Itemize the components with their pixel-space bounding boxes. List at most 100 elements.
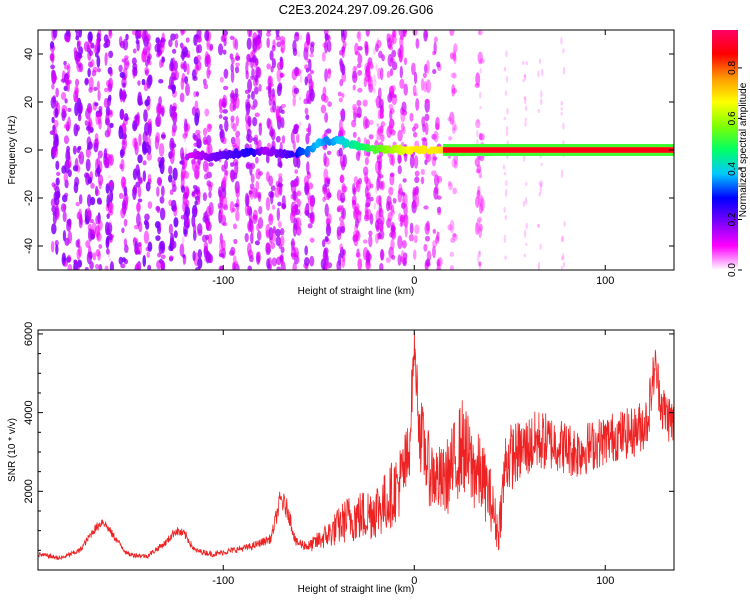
noise-blob bbox=[75, 35, 80, 41]
noise-blob bbox=[123, 218, 128, 227]
noise-blob bbox=[197, 44, 203, 54]
noise-blob bbox=[103, 42, 109, 49]
noise-blob bbox=[222, 176, 226, 188]
noise-blob bbox=[307, 223, 313, 229]
noise-blob bbox=[168, 255, 174, 260]
noise-blob bbox=[324, 112, 329, 123]
noise-blob bbox=[120, 110, 125, 120]
noise-blob bbox=[196, 133, 201, 146]
noise-band bbox=[72, 30, 85, 270]
noise-blob bbox=[232, 262, 236, 270]
noise-blob bbox=[475, 119, 481, 129]
noise-blob bbox=[160, 259, 166, 270]
noise-blob bbox=[95, 248, 101, 257]
noise-blob bbox=[277, 220, 282, 229]
noise-blob bbox=[379, 113, 385, 119]
noise-blob bbox=[235, 62, 240, 67]
faint-blob bbox=[182, 196, 186, 205]
noise-blob bbox=[377, 125, 384, 137]
faint-blob bbox=[297, 227, 301, 236]
noise-blob bbox=[434, 36, 438, 43]
noise-blob bbox=[147, 123, 152, 137]
noise-blob bbox=[244, 233, 249, 243]
noise-blob bbox=[204, 51, 209, 62]
noise-blob bbox=[88, 76, 94, 90]
faint-blob bbox=[300, 69, 303, 74]
noise-blob bbox=[415, 97, 420, 111]
noise-blob bbox=[397, 165, 402, 175]
faint-blob bbox=[560, 100, 563, 106]
noise-blob bbox=[306, 33, 311, 46]
noise-blob bbox=[170, 33, 176, 41]
x-tick-label: -100 bbox=[212, 275, 234, 287]
faint-blob bbox=[537, 70, 540, 78]
noise-blob bbox=[255, 76, 259, 87]
faint-blob bbox=[375, 136, 379, 145]
noise-blob bbox=[192, 184, 198, 190]
noise-blob bbox=[352, 131, 357, 138]
faint-blob bbox=[477, 30, 481, 36]
noise-blob bbox=[477, 51, 483, 65]
noise-blob bbox=[109, 122, 114, 129]
noise-blob bbox=[171, 199, 177, 210]
noise-blob bbox=[451, 158, 457, 168]
noise-blob bbox=[142, 46, 148, 56]
noise-blob bbox=[279, 160, 283, 169]
noise-blob bbox=[357, 258, 362, 270]
tone-trace bbox=[187, 135, 674, 162]
noise-blob bbox=[342, 207, 346, 220]
faint-blob bbox=[478, 252, 481, 258]
noise-blob bbox=[247, 94, 251, 99]
noise-blob bbox=[131, 57, 137, 65]
noise-blob bbox=[122, 140, 126, 146]
noise-blob bbox=[408, 233, 414, 242]
noise-blob bbox=[412, 30, 418, 37]
noise-blob bbox=[103, 97, 109, 108]
noise-blob bbox=[433, 41, 437, 55]
noise-blob bbox=[297, 198, 301, 208]
noise-blob bbox=[357, 46, 363, 51]
noise-blob bbox=[265, 229, 271, 239]
noise-blob bbox=[398, 50, 403, 63]
noise-blob bbox=[222, 222, 228, 227]
noise-blob bbox=[432, 69, 437, 75]
noise-blob bbox=[180, 30, 185, 36]
noise-blob bbox=[118, 64, 123, 73]
spectrogram-x-axis-title: Height of straight line (km) bbox=[298, 286, 415, 297]
noise-band bbox=[420, 30, 432, 270]
noise-blob bbox=[235, 130, 241, 138]
noise-blob bbox=[60, 78, 66, 83]
noise-blob bbox=[432, 240, 438, 248]
noise-blob bbox=[281, 203, 287, 209]
noise-blob bbox=[423, 30, 428, 42]
noise-blob bbox=[75, 201, 80, 207]
tone-edge-bottom bbox=[442, 152, 674, 156]
faint-blob bbox=[183, 136, 186, 143]
noise-blob bbox=[304, 64, 309, 70]
noise-blob bbox=[72, 165, 79, 172]
noise-blob bbox=[303, 47, 309, 61]
noise-blob bbox=[183, 228, 188, 236]
noise-blob bbox=[388, 46, 394, 51]
noise-blob bbox=[161, 32, 166, 43]
noise-blob bbox=[293, 124, 299, 135]
noise-blob bbox=[167, 174, 173, 183]
noise-blob bbox=[309, 237, 315, 243]
noise-blob bbox=[403, 57, 408, 66]
noise-blob bbox=[436, 258, 441, 267]
faint-blob bbox=[538, 181, 542, 186]
noise-blob bbox=[249, 186, 254, 200]
noise-blob bbox=[78, 208, 83, 222]
noise-blob bbox=[247, 78, 253, 93]
faint-blob bbox=[374, 139, 378, 145]
tone-segment bbox=[422, 145, 428, 151]
noise-blob bbox=[104, 265, 109, 270]
noise-blob bbox=[202, 192, 208, 202]
noise-blob bbox=[132, 120, 138, 132]
noise-blob bbox=[65, 160, 72, 169]
noise-blob bbox=[356, 63, 362, 69]
noise-blob bbox=[179, 243, 185, 257]
faint-blob bbox=[479, 105, 482, 110]
faint-blob bbox=[478, 31, 481, 35]
noise-blob bbox=[147, 241, 153, 252]
